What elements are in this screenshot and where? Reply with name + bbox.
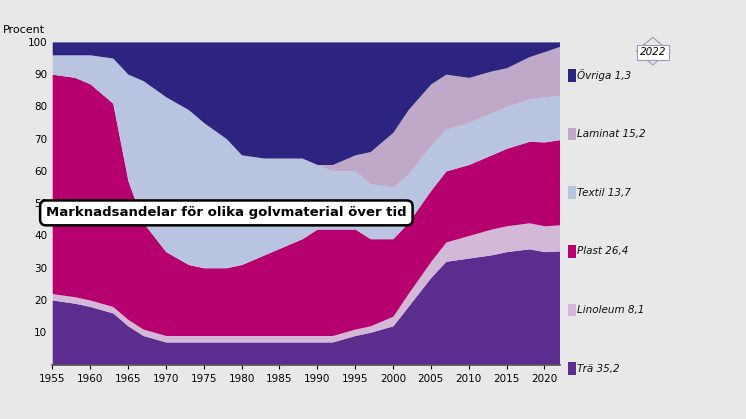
- Text: Trä 35,2: Trä 35,2: [577, 364, 620, 374]
- Text: Textil 13,7: Textil 13,7: [577, 188, 631, 198]
- Text: Marknadsandelar för olika golvmaterial över tid: Marknadsandelar för olika golvmaterial ö…: [46, 207, 407, 220]
- Text: Linoleum 8,1: Linoleum 8,1: [577, 305, 645, 315]
- Text: Laminat 15,2: Laminat 15,2: [577, 129, 646, 139]
- Text: 2022: 2022: [639, 47, 666, 57]
- Y-axis label: Procent: Procent: [3, 26, 46, 36]
- Text: Plast 26,4: Plast 26,4: [577, 246, 629, 256]
- Text: Övriga 1,3: Övriga 1,3: [577, 70, 632, 81]
